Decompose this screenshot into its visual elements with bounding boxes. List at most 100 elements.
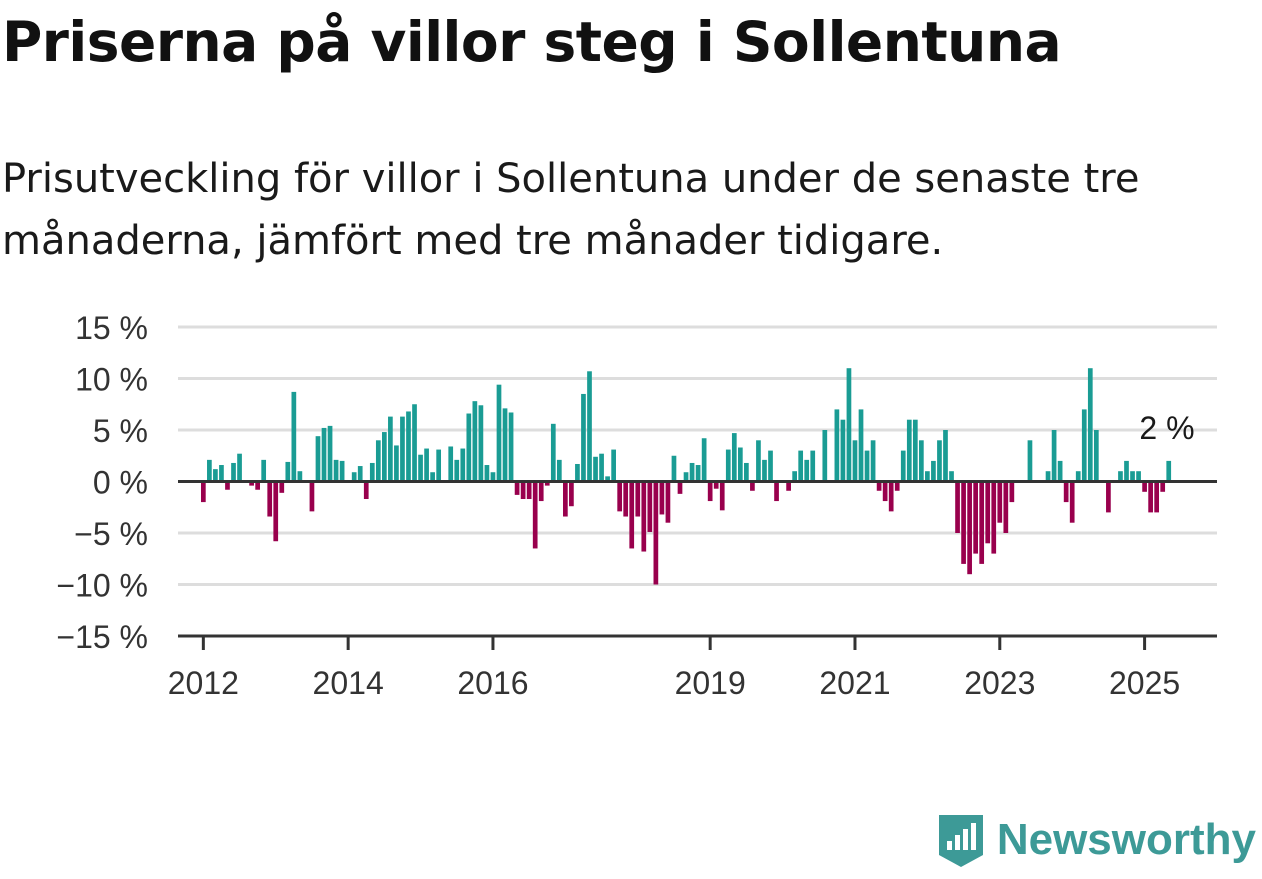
bar <box>744 462 749 482</box>
bar <box>249 481 254 486</box>
bar <box>665 481 671 523</box>
bar <box>611 449 616 482</box>
bar <box>725 449 731 482</box>
bar <box>840 419 846 482</box>
bar <box>1027 440 1033 482</box>
bar <box>219 465 224 482</box>
bar <box>593 456 598 482</box>
bar <box>327 425 333 482</box>
bar <box>647 481 653 532</box>
bar <box>213 469 218 482</box>
bar <box>508 412 514 482</box>
bar <box>544 481 550 486</box>
bar <box>394 445 399 482</box>
bar <box>351 472 357 482</box>
x-tick-label: 2023 <box>964 665 1035 701</box>
bar <box>906 419 912 482</box>
bar <box>677 481 683 494</box>
x-tick-label: 2012 <box>168 665 239 701</box>
bar <box>333 459 339 482</box>
x-tick-label: 2019 <box>675 665 746 701</box>
y-tick-label: 5 % <box>93 413 148 449</box>
bar <box>870 440 876 482</box>
bar <box>200 481 206 503</box>
bar <box>339 460 345 482</box>
bar <box>575 463 580 482</box>
bar <box>1160 481 1166 492</box>
bar <box>484 465 490 482</box>
bar <box>858 409 864 482</box>
y-tick-label: −10 % <box>56 568 148 604</box>
bar <box>430 472 435 482</box>
bar <box>526 481 532 500</box>
bar <box>659 481 665 515</box>
bar <box>1087 368 1093 482</box>
bar <box>1148 481 1153 513</box>
bar <box>1075 471 1081 482</box>
bar <box>997 481 1003 523</box>
bar <box>979 481 985 564</box>
y-tick-label: 10 % <box>75 362 148 398</box>
bar <box>400 416 405 482</box>
bar <box>273 481 279 542</box>
bar <box>683 472 689 482</box>
bar <box>846 368 852 482</box>
bar <box>532 481 538 549</box>
bar <box>635 481 641 517</box>
bar <box>762 459 767 482</box>
bar <box>1009 481 1015 503</box>
chart-subtitle: Prisutveckling för villor i Sollentuna u… <box>2 156 1140 264</box>
x-tick-label: 2021 <box>819 665 890 701</box>
bar <box>701 438 707 482</box>
bar <box>961 481 966 564</box>
bar <box>1051 430 1057 482</box>
brand-name: Newsworthy <box>996 815 1256 864</box>
bar <box>478 405 484 482</box>
bar <box>1063 481 1069 503</box>
bar <box>943 430 948 482</box>
bar <box>291 391 297 482</box>
bar <box>1154 481 1160 513</box>
bar <box>436 449 442 482</box>
bar <box>792 471 797 482</box>
x-tick-label: 2016 <box>457 665 528 701</box>
bar <box>1124 460 1129 482</box>
y-tick-label: 0 % <box>93 465 148 501</box>
latest-value-annotation: 2 % <box>1139 410 1194 446</box>
bar <box>321 427 327 482</box>
bar <box>207 459 212 482</box>
bar <box>412 404 417 482</box>
bar <box>931 460 936 482</box>
bar <box>798 450 804 482</box>
bar <box>888 481 894 512</box>
brand-logo: Newsworthy <box>935 811 1256 869</box>
bar <box>231 462 236 482</box>
bar <box>375 440 381 482</box>
bar <box>991 481 997 554</box>
bar <box>955 481 960 533</box>
bar <box>1069 481 1075 523</box>
bar <box>255 481 260 490</box>
bar <box>1106 481 1111 513</box>
bar <box>876 481 882 491</box>
bars <box>200 368 1172 585</box>
bar <box>617 481 623 512</box>
bar <box>237 453 242 482</box>
bar <box>297 471 303 482</box>
bar <box>774 481 779 502</box>
bar <box>605 476 610 482</box>
bar <box>925 471 930 482</box>
bar <box>894 481 900 491</box>
bar <box>1130 471 1135 482</box>
bar <box>569 481 574 507</box>
bar <box>713 481 719 489</box>
bar <box>834 409 840 482</box>
bar <box>225 481 230 490</box>
bar <box>737 447 743 482</box>
bar-chart: 15 %10 %5 %0 %−5 %−10 %−15 % 2012 2014 201… <box>56 310 1217 701</box>
bar <box>315 436 321 482</box>
bar <box>599 453 604 482</box>
bar <box>309 481 315 512</box>
newsworthy-logo-icon <box>938 815 983 867</box>
bar <box>756 440 761 482</box>
